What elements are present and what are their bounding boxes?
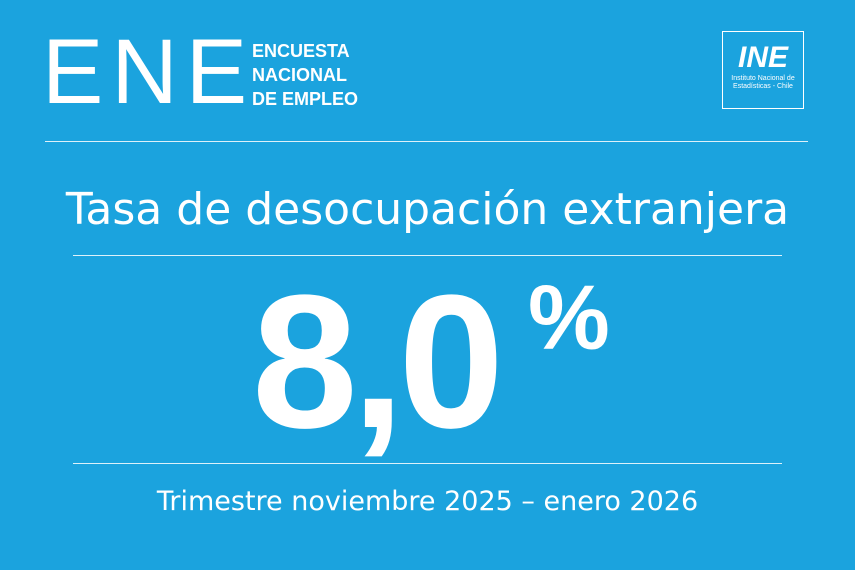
- subtitle-line: DE EMPLEO: [252, 89, 359, 109]
- subtitle-line: NACIONAL: [252, 65, 347, 85]
- divider: [45, 141, 808, 142]
- brand: ENE: [42, 21, 256, 123]
- title: Tasa de desocupación extranjera: [65, 184, 790, 235]
- period: Trimestre noviembre 2025 – enero 2026: [156, 486, 699, 517]
- subtitle-line: ENCUESTA: [252, 41, 350, 61]
- logo-caption: Instituto Nacional de Estadísticas - Chi…: [723, 75, 803, 91]
- divider: [73, 255, 782, 256]
- logo-caption-line: Estadísticas - Chile: [733, 83, 793, 90]
- brand-subtitle: ENCUESTA NACIONAL DE EMPLEO: [252, 39, 358, 111]
- logo-mark: INE: [737, 41, 788, 74]
- logo-caption-line: Instituto Nacional de: [731, 75, 795, 82]
- figure-value: 8,0: [252, 256, 504, 468]
- divider: [73, 463, 782, 464]
- logo: INE Instituto Nacional de Estadísticas -…: [722, 31, 804, 109]
- figure-unit: %: [528, 267, 610, 369]
